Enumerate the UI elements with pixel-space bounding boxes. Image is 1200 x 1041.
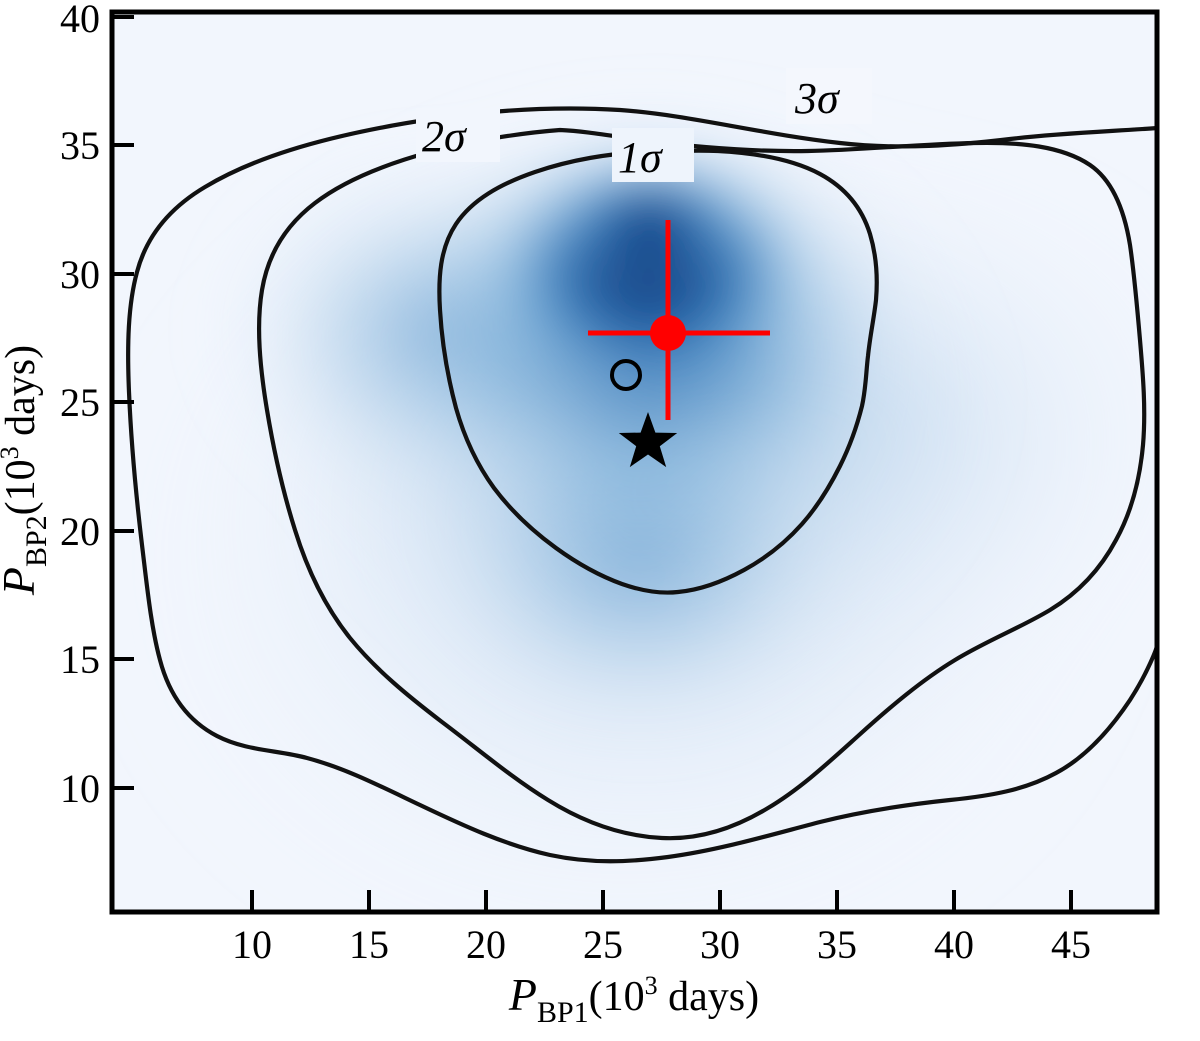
best-fit-point — [650, 315, 686, 351]
x-tick-label: 45 — [1051, 922, 1091, 967]
svg-text:PBP1(103 days): PBP1(103 days) — [508, 969, 759, 1029]
contour-2sigma — [256, 127, 1147, 841]
x-axis-title-exponent: 3 — [645, 971, 658, 1000]
y-tick-label: 30 — [60, 252, 100, 297]
contour-label-1sigma: 1σ — [618, 133, 664, 182]
y-tick-label: 15 — [60, 637, 100, 682]
y-axis-title-subscript: BP2 — [20, 515, 53, 567]
x-tick-labels: 10 15 20 25 30 35 40 45 — [232, 922, 1091, 967]
best-fit-marker-group — [588, 220, 770, 420]
y-axis-title-symbol: P — [0, 567, 44, 596]
x-axis-title-paren: (10 — [589, 974, 645, 1020]
x-axis-title-tail: days) — [658, 974, 759, 1020]
contour-label-3sigma: 3σ — [794, 74, 841, 123]
x-tick-label: 40 — [934, 922, 974, 967]
x-ticks — [250, 890, 1073, 912]
density-blob-peak — [555, 163, 745, 287]
y-axis-title-exponent: 3 — [0, 446, 24, 459]
label-mask-3sigma — [786, 68, 872, 124]
y-tick-labels: 10 15 20 25 30 35 40 — [60, 0, 100, 811]
y-tick-label: 35 — [60, 123, 100, 168]
y-ticks — [112, 15, 134, 790]
axes-frame — [109, 9, 1160, 915]
y-tick-label: 40 — [60, 0, 100, 41]
label-mask-2sigma — [416, 108, 500, 162]
star-marker — [618, 412, 678, 468]
contour-3sigma — [126, 106, 1157, 864]
x-tick-label: 30 — [700, 922, 740, 967]
y-axis-title-paren: (10 — [0, 459, 44, 515]
contour-label-2sigma: 2σ — [422, 112, 468, 161]
label-mask-1sigma — [612, 128, 694, 182]
x-tick-label: 15 — [349, 922, 389, 967]
x-tick-label: 10 — [232, 922, 272, 967]
x-axis-title-symbol: P — [508, 969, 537, 1020]
svg-text:PBP2(103 days): PBP2(103 days) — [0, 345, 53, 596]
y-axis-title: PBP2(103 days) — [0, 345, 53, 596]
y-tick-label: 10 — [60, 766, 100, 811]
x-tick-label: 35 — [817, 922, 857, 967]
y-axis-title-tail: days) — [0, 345, 44, 446]
contour-1sigma — [437, 148, 879, 595]
y-tick-label: 20 — [60, 509, 100, 554]
open-circle-marker — [610, 359, 642, 391]
x-axis-title: PBP1(103 days) — [508, 969, 759, 1029]
contour-label-group: 3σ 2σ 1σ — [416, 68, 872, 182]
x-tick-label: 20 — [466, 922, 506, 967]
contour-lines — [126, 106, 1157, 864]
x-tick-label: 25 — [583, 922, 623, 967]
y-tick-label: 25 — [60, 380, 100, 425]
x-axis-title-subscript: BP1 — [537, 996, 589, 1029]
